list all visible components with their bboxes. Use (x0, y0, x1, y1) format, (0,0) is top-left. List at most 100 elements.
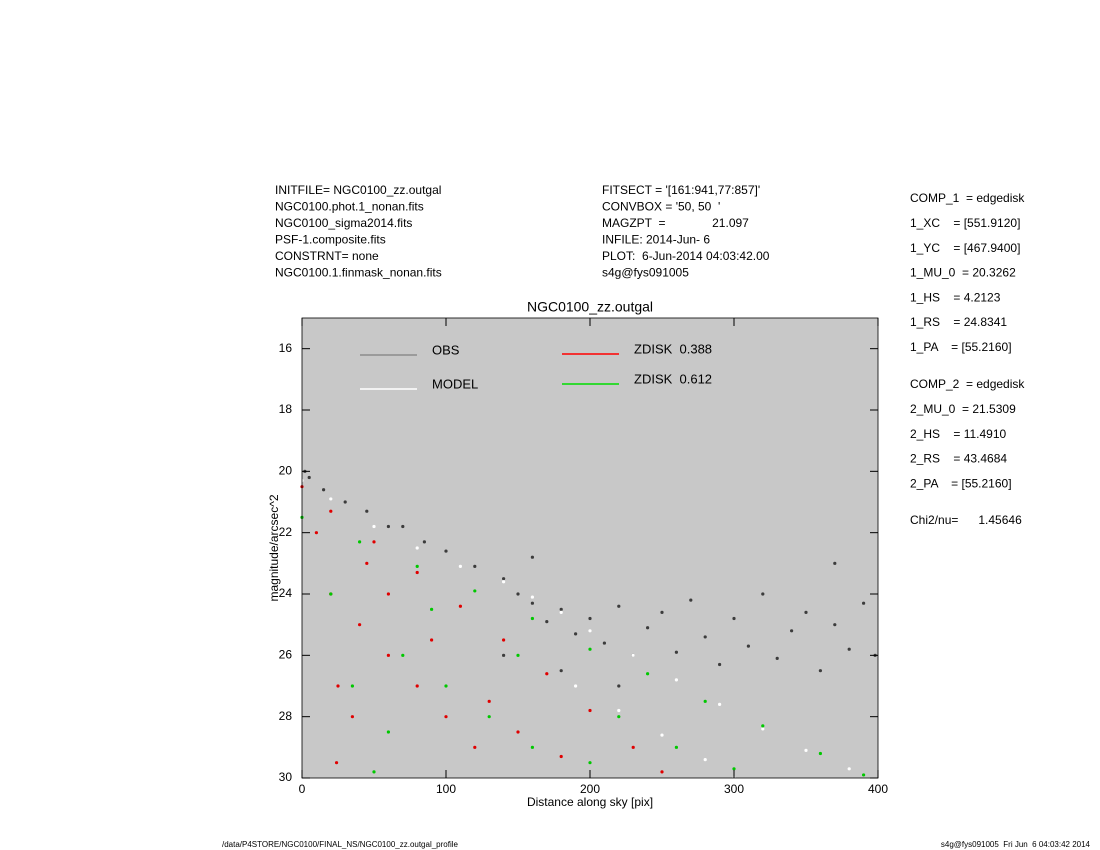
point (386, 653, 390, 657)
plot-background (302, 318, 878, 778)
legend-label: ZDISK 0.612 (634, 371, 712, 386)
point (444, 549, 448, 553)
point (746, 644, 751, 648)
point (458, 564, 462, 569)
point (674, 650, 679, 654)
point (559, 669, 563, 673)
point (574, 632, 578, 636)
point (674, 745, 679, 749)
x-tick-label: 200 (580, 782, 600, 796)
point (415, 570, 419, 575)
y-axis-label: magnitude/arcsec^2 (267, 494, 281, 601)
y-tick-label: 28 (279, 709, 293, 723)
point (703, 635, 707, 639)
component-param: 1_MU_0 = 20.3262 (910, 266, 1016, 280)
point (314, 531, 318, 535)
point (358, 540, 362, 544)
legend-label: ZDISK 0.388 (634, 341, 712, 356)
point (329, 592, 333, 596)
point (732, 616, 736, 621)
point (674, 678, 679, 682)
point (386, 524, 390, 529)
x-tick-label: 0 (299, 782, 306, 796)
header-info: CONSTRNT= none (275, 249, 379, 263)
y-tick-label: 30 (279, 770, 293, 784)
point (559, 607, 563, 611)
point (847, 647, 851, 651)
header-info: PLOT: 6-Jun-2014 04:03:42.00 (602, 249, 770, 263)
point (530, 616, 535, 621)
point (343, 500, 347, 504)
y-tick-label: 26 (279, 648, 293, 662)
point (401, 653, 405, 657)
point (415, 684, 419, 688)
point (818, 751, 823, 756)
point (329, 497, 333, 501)
point (530, 555, 535, 559)
point (559, 754, 563, 759)
point (660, 733, 664, 737)
point (862, 773, 866, 777)
point (473, 589, 477, 593)
point (473, 745, 477, 749)
point (602, 641, 607, 645)
point (617, 715, 621, 719)
chart-title: NGC0100_zz.outgal (527, 299, 653, 315)
header-info: MAGZPT = 21.097 (602, 216, 749, 230)
point (415, 546, 419, 550)
point (401, 524, 405, 529)
footer-path: /data/P4STORE/NGC0100/FINAL_NS/NGC0100_z… (222, 840, 459, 849)
point (329, 509, 333, 513)
point (689, 598, 693, 602)
header-info: NGC0100.phot.1_nonan.fits (275, 200, 424, 214)
y-tick-label: 20 (279, 464, 293, 478)
point (415, 564, 419, 569)
point (386, 730, 390, 734)
point (502, 653, 506, 657)
component-param: 1_HS = 4.2123 (910, 290, 1001, 304)
point (458, 604, 462, 608)
point (574, 684, 578, 688)
point (444, 715, 448, 719)
point (372, 524, 376, 529)
point (545, 620, 549, 624)
component-param: 2_HS = 11.4910 (910, 427, 1007, 441)
header-info: NGC0100_sigma2014.fits (275, 216, 412, 230)
point (588, 761, 592, 765)
point (365, 561, 369, 565)
component-param: 1_YC = [467.9400] (910, 241, 1020, 255)
header-info: s4g@fys091005 (602, 266, 689, 280)
chi2: Chi2/nu= 1.45646 (910, 513, 1022, 527)
point (559, 610, 563, 615)
x-tick-label: 400 (868, 782, 888, 796)
header-info: CONVBOX = '50, 50 ' (602, 200, 720, 214)
point (372, 540, 376, 544)
y-tick-label: 22 (279, 525, 293, 539)
point (660, 770, 664, 774)
header-info: INITFILE= NGC0100_zz.outgal (275, 183, 441, 197)
component-param: 1_XC = [551.9120] (910, 216, 1020, 230)
point (847, 767, 851, 771)
x-tick-label: 300 (724, 782, 744, 796)
point (545, 672, 549, 676)
point (516, 730, 520, 734)
point (588, 616, 592, 621)
y-tick-label: 24 (279, 586, 293, 600)
point (487, 699, 491, 703)
component-param: 2_RS = 43.4684 (910, 452, 1007, 466)
point (617, 604, 621, 608)
point (617, 708, 621, 713)
point (588, 647, 592, 651)
point (804, 610, 808, 615)
header-info: NGC0100.1.finmask_nonan.fits (275, 266, 442, 280)
point (386, 592, 390, 596)
point (530, 745, 535, 749)
point (530, 601, 535, 605)
point (804, 748, 808, 753)
x-axis-label: Distance along sky [pix] (527, 795, 653, 809)
header-info: PSF-1.composite.fits (275, 233, 386, 247)
component-param: COMP_1 = edgedisk (910, 191, 1025, 205)
point (502, 638, 506, 642)
component-param: COMP_2 = edgedisk (910, 377, 1025, 391)
point (322, 488, 326, 492)
